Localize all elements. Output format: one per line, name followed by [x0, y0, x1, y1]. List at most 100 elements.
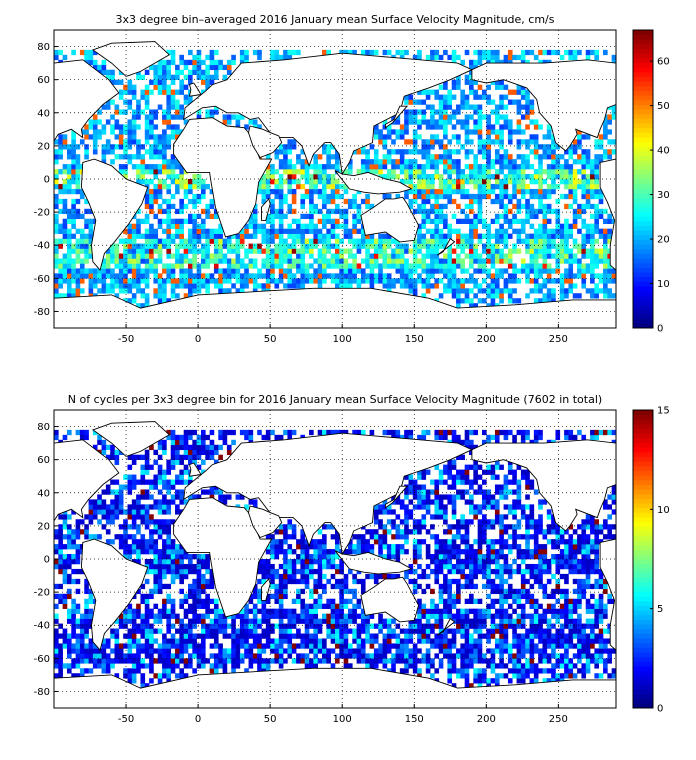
heatmap-cell [322, 223, 327, 229]
heatmap-cell [183, 568, 189, 575]
heatmap-cell [477, 638, 483, 644]
heatmap-cell [399, 159, 405, 165]
heatmap-cell [162, 573, 167, 580]
heatmap-cell [417, 623, 422, 629]
heatmap-cell [123, 129, 128, 135]
heatmap-cell [507, 643, 513, 649]
heatmap-cell [136, 268, 141, 274]
heatmap-cell [360, 233, 366, 239]
heatmap-cell [162, 228, 167, 234]
heatmap-cell [248, 273, 254, 279]
heatmap-cell [144, 263, 150, 269]
heatmap-cell [360, 273, 366, 279]
heatmap-cell [585, 154, 591, 160]
heatmap-cell [477, 653, 483, 659]
heatmap-cell [97, 278, 102, 284]
heatmap-cell [335, 218, 340, 224]
heatmap-cell [162, 134, 167, 140]
heatmap-cell [270, 263, 275, 269]
heatmap-cell [503, 208, 509, 215]
heatmap-cell [464, 49, 470, 56]
heatmap-cell [551, 174, 556, 180]
heatmap-cell [144, 603, 150, 609]
heatmap-cell [520, 633, 526, 639]
heatmap-cell [54, 223, 59, 229]
heatmap-cell [62, 54, 68, 61]
heatmap-cell [421, 89, 427, 95]
heatmap-cell [391, 643, 396, 649]
heatmap-cell [347, 248, 353, 254]
heatmap-cells [54, 429, 617, 689]
heatmap-cell [300, 164, 306, 170]
heatmap-cell [157, 578, 163, 585]
heatmap-cell [373, 258, 379, 264]
heatmap-cell [196, 54, 202, 61]
colorbar-segment [633, 281, 653, 287]
heatmap-cell [456, 84, 461, 90]
heatmap-cell [300, 233, 306, 239]
heatmap-cell [196, 598, 202, 604]
heatmap-cell [101, 69, 107, 75]
heatmap-cell [503, 54, 509, 61]
heatmap-cell [594, 673, 600, 679]
heatmap-cell [516, 623, 522, 629]
heatmap-cell [568, 258, 574, 264]
heatmap-cell [75, 643, 81, 649]
y-tick-label: 60 [37, 75, 50, 86]
heatmap-cell [477, 598, 483, 604]
heatmap-cell [451, 49, 457, 56]
heatmap-cell [313, 203, 319, 210]
heatmap-cell [192, 218, 197, 224]
heatmap-cell [192, 643, 197, 649]
heatmap-cell [58, 283, 63, 289]
heatmap-cell [166, 159, 172, 165]
colorbar-segment [633, 104, 653, 110]
heatmap-cell [175, 104, 180, 110]
heatmap-cell [594, 213, 600, 220]
colorbar-segment [633, 197, 653, 203]
heatmap-cell [118, 258, 124, 264]
heatmap-cell [520, 94, 526, 100]
heatmap-cell [382, 278, 388, 284]
heatmap-cell [166, 89, 172, 95]
heatmap-cell [326, 213, 331, 220]
heatmap-cell [75, 174, 81, 180]
heatmap-cell [287, 268, 293, 274]
heatmap-cell [373, 633, 379, 639]
heatmap-cell [529, 213, 535, 220]
heatmap-cell [369, 613, 375, 619]
heatmap-cell [226, 263, 232, 269]
heatmap-cell [274, 588, 280, 595]
heatmap-cell [503, 114, 509, 120]
heatmap-cell [412, 54, 418, 61]
heatmap-cell [244, 253, 249, 259]
heatmap-cell [551, 149, 556, 155]
heatmap-cell [226, 648, 232, 654]
heatmap-cell [594, 218, 600, 224]
heatmap-cell [464, 104, 470, 110]
heatmap-cell [512, 668, 517, 674]
heatmap-cell [399, 638, 405, 644]
heatmap-cell [404, 268, 409, 274]
heatmap-cell [75, 238, 81, 244]
heatmap-cell [62, 169, 68, 175]
heatmap-cell [412, 144, 418, 150]
heatmap-cell [335, 628, 340, 634]
heatmap-cell [572, 673, 578, 679]
heatmap-cell [559, 223, 565, 229]
heatmap-cell [477, 124, 483, 130]
heatmap-cell [352, 213, 357, 220]
heatmap-cell [62, 238, 68, 244]
heatmap-cell [503, 608, 509, 614]
heatmap-cell [110, 74, 115, 80]
heatmap-cell [278, 618, 284, 624]
heatmap-cell [84, 129, 89, 135]
heatmap-cell [399, 179, 405, 185]
heatmap-cell [438, 623, 444, 629]
heatmap-cell [118, 169, 124, 175]
heatmap-cell [84, 248, 89, 254]
heatmap-cell [386, 243, 392, 249]
heatmap-cell [572, 243, 578, 249]
heatmap-cell [79, 668, 85, 674]
heatmap-cell [408, 633, 414, 639]
